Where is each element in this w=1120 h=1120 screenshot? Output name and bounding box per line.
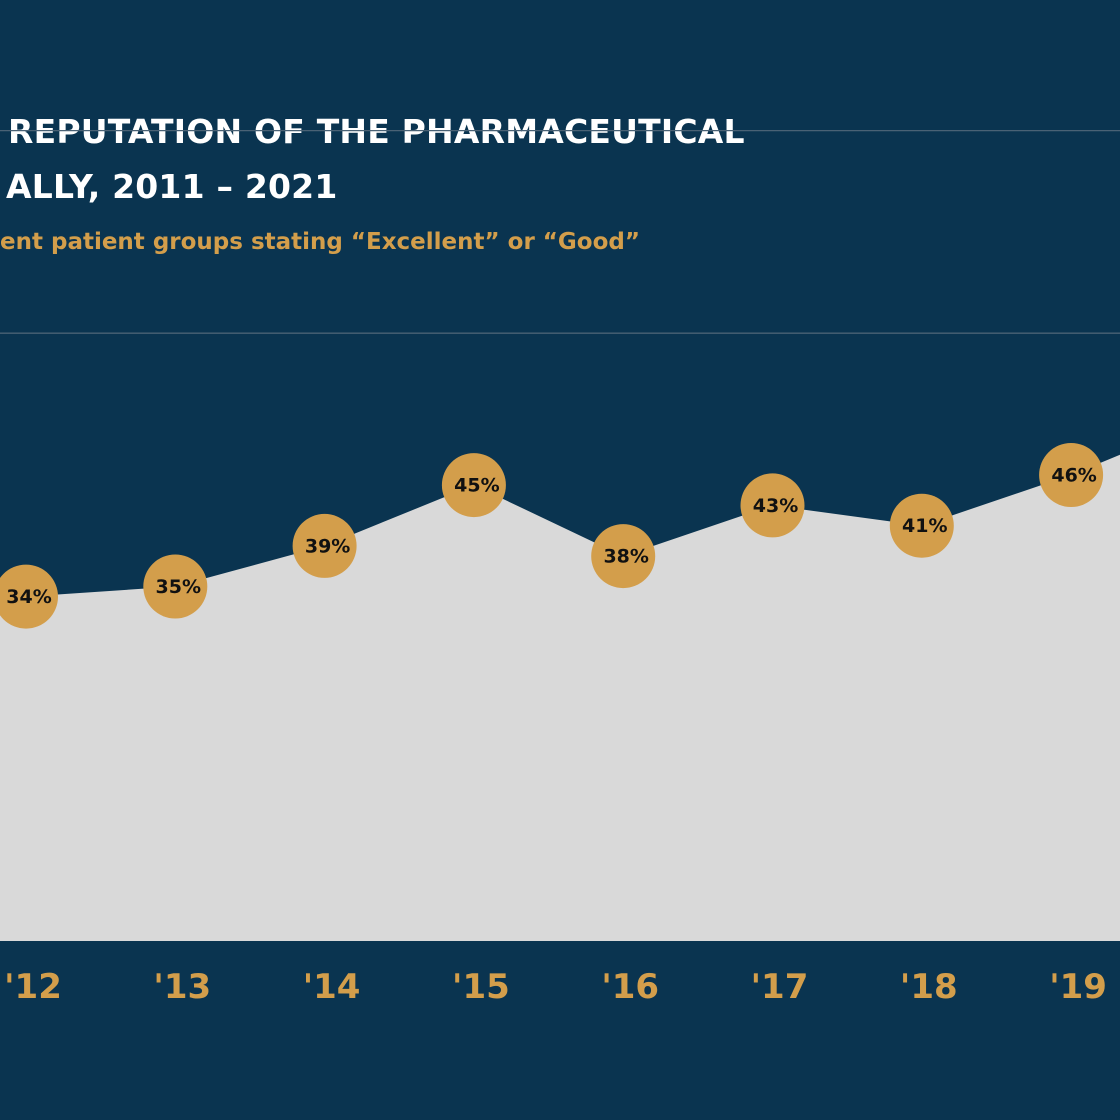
x-tick-label: '18: [900, 967, 958, 1007]
x-tick-label: '17: [751, 967, 809, 1007]
chart-subtitle: ent patient groups stating “Excellent” o…: [0, 229, 640, 255]
data-label: 38%: [603, 546, 648, 568]
area-series: [0, 454, 1120, 941]
data-label: 46%: [1051, 465, 1096, 487]
data-label: 41%: [902, 515, 947, 537]
data-label: 43%: [753, 495, 798, 517]
data-label: 34%: [6, 586, 51, 608]
data-point-marker: [591, 524, 656, 589]
data-label: 35%: [156, 576, 201, 598]
data-label: 45%: [454, 475, 499, 497]
x-tick-label: '16: [601, 967, 659, 1007]
chart-title-line-2: ALLY, 2011 – 2021: [6, 167, 338, 206]
x-tick-label: '13: [153, 967, 211, 1007]
data-label: 39%: [305, 535, 350, 557]
data-point-marker: [889, 493, 954, 558]
data-point-marker: [441, 453, 506, 518]
x-tick-label: '12: [4, 967, 62, 1007]
x-tick-label: '15: [452, 967, 510, 1007]
data-point-marker: [1039, 443, 1104, 507]
data-point-marker: [143, 554, 208, 619]
x-tick-label: '19: [1049, 967, 1107, 1007]
x-tick-label: '14: [303, 967, 361, 1007]
chart-title-line-1: REPUTATION OF THE PHARMACEUTICAL: [8, 112, 745, 151]
data-point-marker: [0, 564, 58, 629]
data-point-marker: [740, 473, 805, 538]
data-point-marker: [292, 513, 357, 578]
